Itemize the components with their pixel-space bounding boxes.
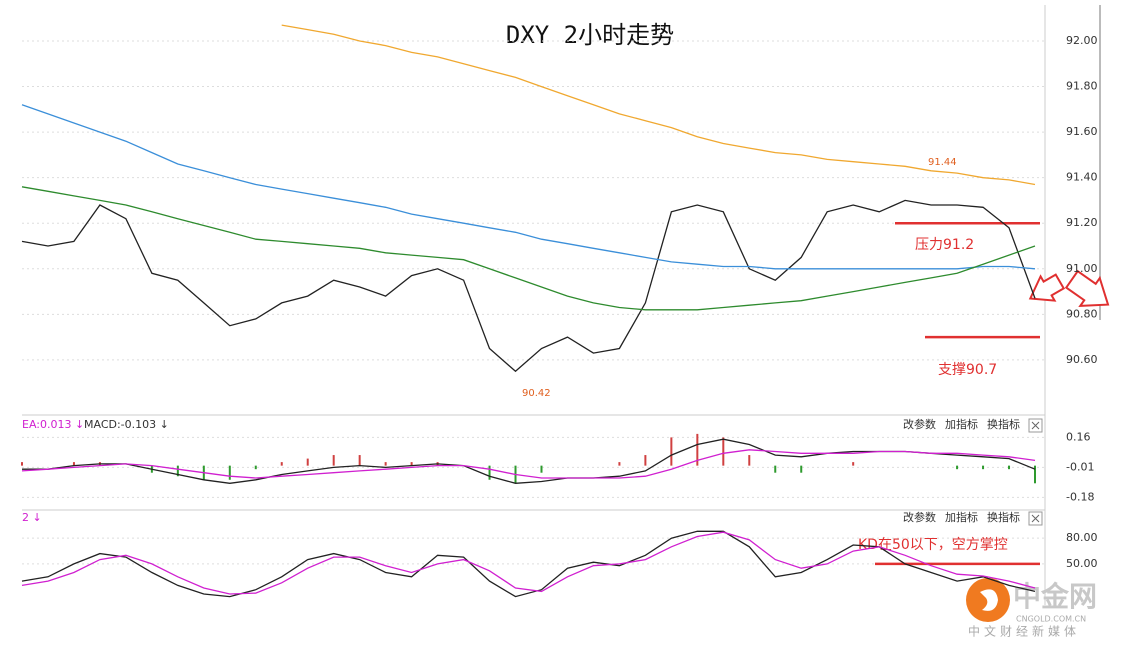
y-tick-label: 91.80 bbox=[1066, 80, 1098, 93]
y-tick-label: 91.00 bbox=[1066, 262, 1098, 275]
toolbar-button[interactable]: 加指标 bbox=[945, 510, 978, 524]
histogram-bar bbox=[644, 455, 647, 466]
histogram-bar bbox=[332, 455, 335, 466]
series-line bbox=[21, 449, 1036, 479]
histogram-bar bbox=[774, 465, 777, 473]
histogram-bar bbox=[384, 462, 387, 466]
indicator-label: MACD:-0.103 ↓ bbox=[84, 418, 169, 431]
histogram-bar bbox=[670, 437, 673, 466]
histogram-bar bbox=[800, 465, 803, 473]
histogram-bar bbox=[306, 458, 309, 466]
histogram-bar bbox=[176, 465, 179, 477]
indicator-label: EA:0.013 ↓ bbox=[22, 418, 84, 431]
toolbar-button[interactable]: 换指标 bbox=[987, 417, 1020, 431]
toolbar-button[interactable]: 改参数 bbox=[903, 510, 936, 524]
histogram-bar bbox=[748, 455, 751, 466]
series-line bbox=[21, 104, 1036, 270]
toolbar-button[interactable]: 换指标 bbox=[987, 510, 1020, 524]
y-tick-label: 50.00 bbox=[1066, 557, 1098, 570]
annotation: 90.42 bbox=[522, 388, 551, 399]
y-tick-label: -0.18 bbox=[1066, 490, 1094, 503]
histogram-bar bbox=[722, 437, 725, 466]
close-box[interactable] bbox=[1028, 511, 1043, 526]
histogram-bar bbox=[488, 465, 491, 480]
indicator-label: 2 ↓ bbox=[22, 511, 42, 524]
histogram-bar bbox=[410, 462, 413, 466]
y-tick-label: 91.40 bbox=[1066, 171, 1098, 184]
series-line bbox=[22, 438, 1036, 484]
series-line bbox=[21, 199, 1036, 373]
close-box[interactable] bbox=[1028, 418, 1043, 433]
annotation: 91.44 bbox=[928, 157, 957, 168]
arrow-icon bbox=[1064, 269, 1110, 308]
histogram-bar bbox=[618, 462, 621, 466]
series-line bbox=[281, 24, 1036, 186]
y-tick-label: 92.00 bbox=[1066, 34, 1098, 47]
histogram-bar bbox=[852, 462, 855, 466]
logo-slogan: 中文财经新媒体 bbox=[968, 624, 1080, 639]
histogram-bar bbox=[1008, 465, 1011, 470]
histogram-bar bbox=[540, 465, 543, 473]
histogram-bar bbox=[956, 465, 959, 470]
histogram-bar bbox=[21, 462, 23, 466]
toolbar-button[interactable]: 改参数 bbox=[903, 417, 936, 431]
series-line bbox=[21, 531, 1036, 595]
histogram-bar bbox=[1034, 465, 1036, 484]
histogram-bar bbox=[982, 465, 985, 470]
logo-domain: CNGOLD.COM.CN bbox=[1016, 615, 1086, 624]
histogram-bar bbox=[280, 462, 283, 466]
y-tick-label: 91.20 bbox=[1066, 216, 1098, 229]
y-tick-label: 90.80 bbox=[1066, 307, 1098, 320]
toolbar-button[interactable]: 加指标 bbox=[945, 417, 978, 431]
y-tick-label: 80.00 bbox=[1066, 531, 1098, 544]
histogram-bar bbox=[696, 433, 699, 466]
annotation: 压力91.2 bbox=[915, 237, 974, 253]
histogram-bar bbox=[228, 465, 231, 480]
histogram-bar bbox=[254, 465, 257, 470]
histogram-bar bbox=[358, 455, 361, 466]
series-line bbox=[21, 530, 1036, 598]
y-tick-label: 0.16 bbox=[1066, 430, 1091, 443]
y-tick-label: 91.60 bbox=[1066, 125, 1098, 138]
annotation: 支撑90.7 bbox=[938, 362, 997, 378]
histogram-bar bbox=[72, 462, 75, 466]
arrow-icon bbox=[1028, 273, 1066, 302]
annotation: KD在50以下，空方掌控 bbox=[858, 537, 1008, 553]
y-tick-label: 90.60 bbox=[1066, 353, 1098, 366]
series-line bbox=[21, 186, 1036, 311]
logo: 中金网 CNGOLD.COM.CN 中文财经新媒体 bbox=[966, 578, 1097, 639]
chart-title: DXY 2小时走势 bbox=[506, 21, 674, 49]
y-tick-label: -0.01 bbox=[1066, 460, 1094, 473]
